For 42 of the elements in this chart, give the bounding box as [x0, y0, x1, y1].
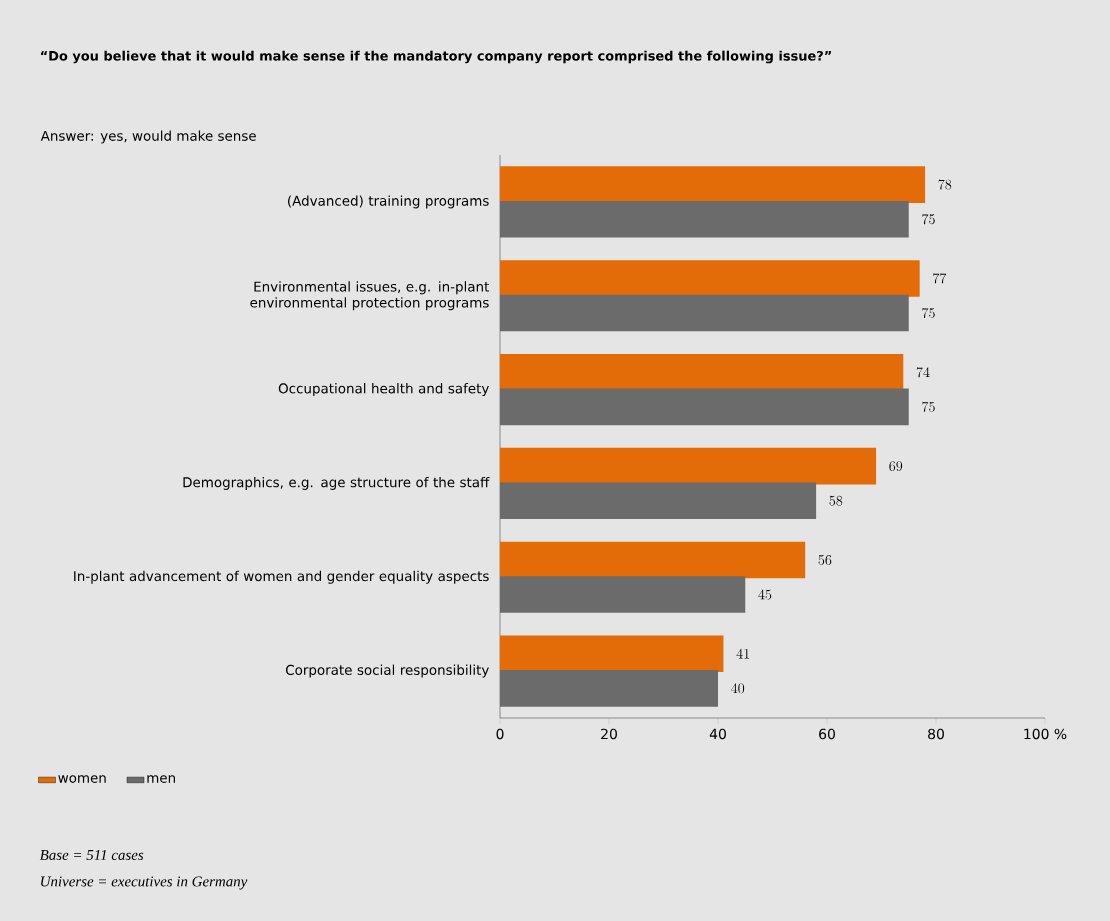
legend-label: women — [58, 775, 106, 783]
bar — [500, 576, 746, 613]
bar — [500, 353, 904, 391]
data-label: 56 — [818, 555, 832, 565]
legend-label: men — [147, 775, 175, 783]
x-tick-label: 100 % — [1024, 728, 1067, 740]
y-tick-label: In-plant advancement of women and gender equality aspects — [74, 570, 489, 584]
data-label: 41 — [736, 648, 750, 659]
data-label: 77 — [933, 273, 947, 284]
text: Base = 511 cases — [39, 850, 144, 861]
chart-title: “Do you believe that it would make sense if the mandatory company report comprised the following issue?” — [41, 50, 831, 64]
x-tick-label: 40 — [709, 728, 726, 740]
bar — [500, 166, 926, 203]
data-label: 78 — [938, 179, 952, 190]
bar — [500, 482, 817, 520]
x-tick-label: 60 — [819, 728, 835, 740]
text: Answer: yes, would make sense — [40, 130, 256, 144]
y-tick-label: Demographics, e.g. age structure of the staff — [183, 476, 490, 490]
bar — [500, 200, 909, 238]
data-label: 74 — [916, 367, 930, 378]
bar — [500, 388, 909, 426]
bar — [500, 294, 909, 332]
text: Universe = executives in Germany — [41, 876, 248, 890]
data-label: 75 — [922, 214, 935, 225]
bar — [500, 260, 920, 297]
x-tick-label: 0 — [496, 728, 504, 740]
y-tick-label: (Advanced) training programs — [288, 195, 489, 209]
data-label: 69 — [889, 461, 903, 472]
bar — [500, 447, 877, 485]
data-label: 45 — [758, 589, 772, 600]
y-tick-label: Occupational health and safety — [278, 383, 489, 397]
y-tick-label: Environmental issues, e.g. in-plant environmental protection programs — [250, 281, 490, 311]
bar — [500, 670, 718, 707]
y-tick-label: Corporate social responsibility — [285, 664, 489, 678]
bar — [500, 635, 724, 673]
bar — [500, 541, 806, 579]
x-tick-label: 80 — [928, 728, 944, 740]
data-label: 75 — [922, 307, 935, 318]
data-label: 58 — [829, 495, 843, 506]
data-label: 40 — [731, 683, 745, 694]
data-label: 75 — [922, 401, 935, 412]
x-tick-label: 20 — [601, 728, 617, 740]
